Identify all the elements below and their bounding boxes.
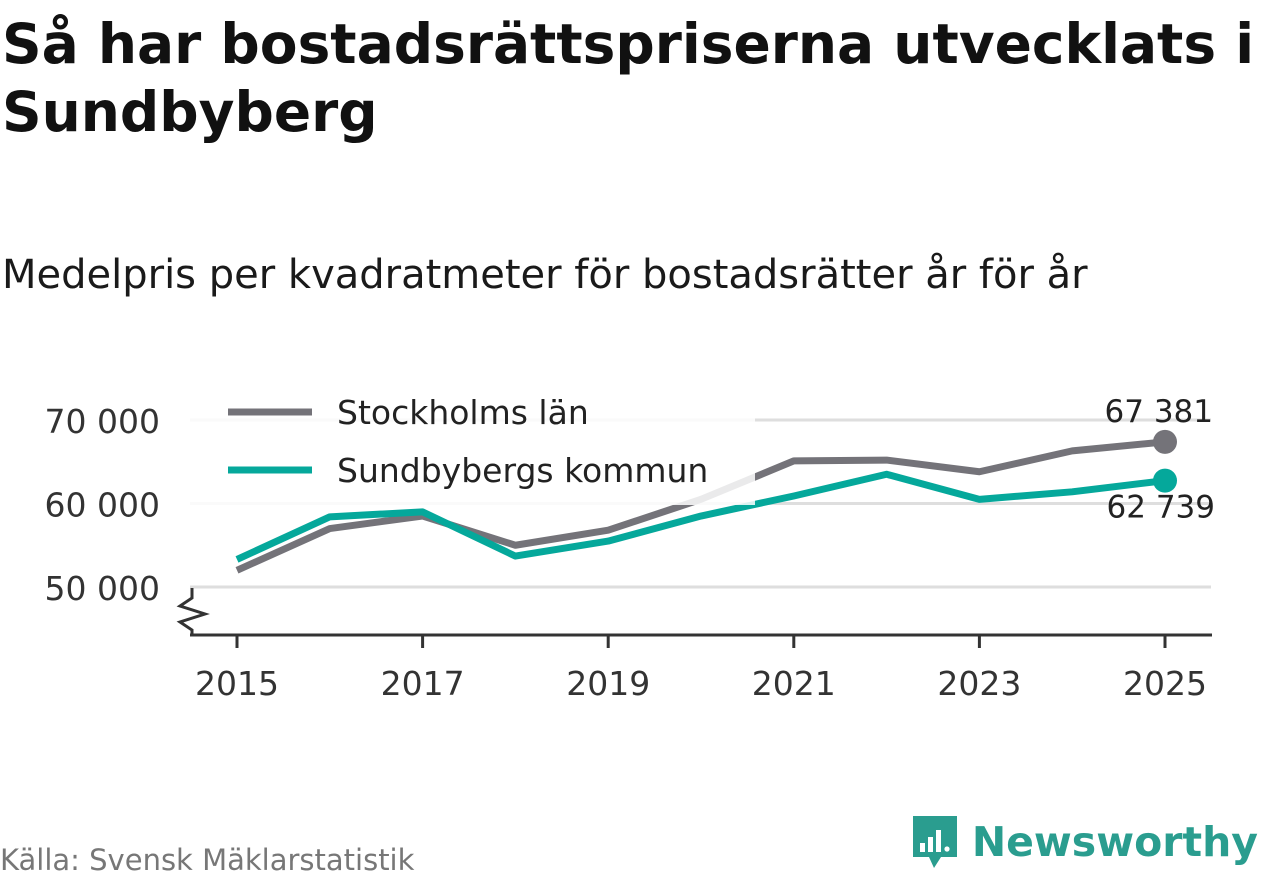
legend-label-0: Stockholms län — [337, 393, 589, 432]
x-tick-label: 2017 — [381, 664, 465, 703]
end-label-stockholm: 67 381 — [1105, 394, 1213, 430]
chart-title: Så har bostadsrättspriserna utvecklats i… — [2, 12, 1255, 144]
x-tick-label: 2019 — [566, 664, 650, 703]
y-tick-label: 70 000 — [45, 402, 160, 441]
legend-label-1: Sundbybergs kommun — [337, 451, 708, 490]
y-tick-label: 60 000 — [45, 486, 160, 525]
end-label-sundbyberg: 62 739 — [1107, 490, 1215, 526]
series-end-point-1 — [1153, 468, 1177, 493]
series-end-point-0 — [1153, 429, 1177, 454]
newsworthy-logo-icon — [912, 816, 957, 868]
legend-background — [180, 377, 755, 505]
x-tick-label: 2015 — [195, 664, 279, 703]
brand-logo: Newsworthy — [910, 813, 1258, 871]
series-line-1 — [235, 470, 1166, 563]
axis-break-mark — [176, 588, 210, 636]
y-tick-label: 50 000 — [45, 569, 160, 608]
x-tick-label: 2025 — [1123, 664, 1207, 703]
x-tick-label: 2021 — [752, 664, 836, 703]
brand-name: Newsworthy — [971, 818, 1258, 866]
chart-subtitle: Medelpris per kvadratmeter för bostadsrä… — [2, 252, 1088, 298]
x-tick-label: 2023 — [937, 664, 1021, 703]
source-note: Källa: Svensk Mäklarstatistik — [0, 843, 415, 877]
